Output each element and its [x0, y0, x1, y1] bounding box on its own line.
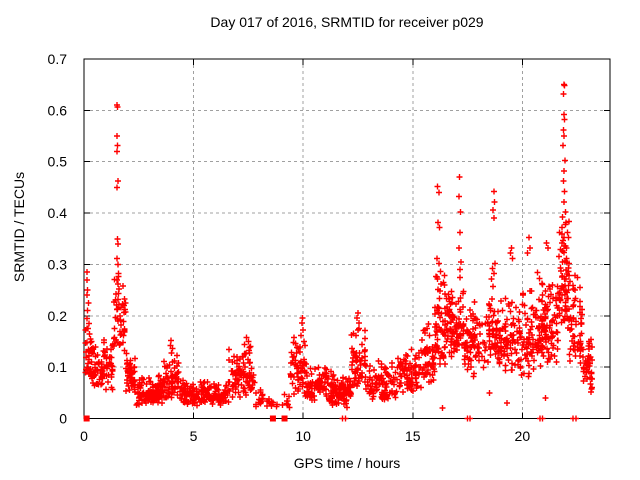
x-tick-label: 15 — [405, 428, 421, 444]
x-tick-label: 0 — [80, 428, 88, 444]
y-tick-label: 0 — [59, 411, 67, 427]
y-tick-label: 0.2 — [48, 308, 68, 324]
y-tick-label: 0.4 — [48, 205, 68, 221]
chart-title: Day 017 of 2016, SRMTID for receiver p02… — [210, 14, 484, 30]
y-tick-label: 0.1 — [48, 359, 68, 375]
x-tick-label: 5 — [190, 428, 198, 444]
y-tick-label: 0.3 — [48, 256, 68, 272]
zero-value-marker — [83, 415, 90, 422]
scatter-points — [82, 81, 595, 422]
y-tick-label: 0.5 — [48, 154, 68, 170]
x-tick-label: 20 — [515, 428, 531, 444]
x-axis-label: GPS time / hours — [293, 455, 401, 471]
y-tick-label: 0.7 — [48, 51, 68, 67]
y-tick-label: 0.6 — [48, 102, 68, 118]
zero-value-marker — [269, 415, 276, 422]
x-tick-label: 10 — [295, 428, 311, 444]
plot-border — [83, 58, 611, 419]
zero-value-marker — [281, 415, 288, 422]
